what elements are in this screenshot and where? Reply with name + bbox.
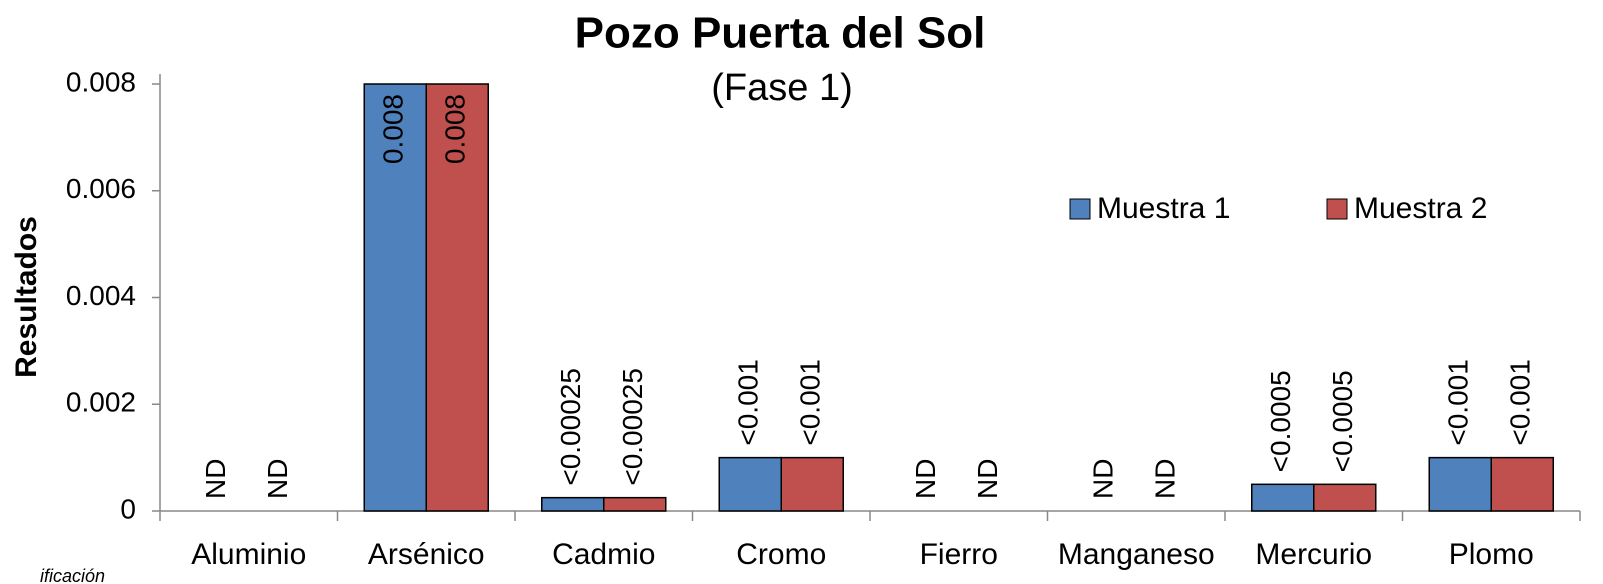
data-label: <0.001 xyxy=(795,359,826,445)
data-label: ND xyxy=(200,459,231,499)
data-label: ND xyxy=(1150,459,1181,499)
legend-label: Muestra 2 xyxy=(1354,192,1487,225)
bar xyxy=(1313,483,1377,512)
y-axis-label: Resultados xyxy=(10,216,43,378)
y-tick-label: 0.006 xyxy=(66,173,136,204)
bar xyxy=(1490,456,1554,512)
data-label: <0.0005 xyxy=(1327,370,1358,472)
x-tick-label: Cadmio xyxy=(552,538,655,571)
bar xyxy=(780,456,844,512)
y-tick-label: 0.008 xyxy=(66,66,136,97)
data-label: <0.0005 xyxy=(1265,370,1296,472)
y-tick-label: 0 xyxy=(120,493,136,524)
data-label: <0.00025 xyxy=(617,368,648,486)
legend-swatch xyxy=(1069,198,1091,220)
y-tick-label: 0.004 xyxy=(66,280,136,311)
x-tick-label: Arsénico xyxy=(368,538,485,571)
chart-title: Pozo Puerta del Sol xyxy=(575,9,986,58)
x-tick-label: Fierro xyxy=(920,538,998,571)
bar xyxy=(541,496,605,512)
data-label: <0.001 xyxy=(1505,359,1536,445)
y-tick-label: 0.002 xyxy=(66,387,136,418)
data-label: ND xyxy=(1088,459,1119,499)
data-label: <0.001 xyxy=(1443,359,1474,445)
x-tick-label: Aluminio xyxy=(191,538,306,571)
bar xyxy=(1428,456,1492,512)
data-label: ND xyxy=(910,459,941,499)
data-label: <0.001 xyxy=(733,359,764,445)
data-label: <0.00025 xyxy=(555,368,586,486)
legend-label: Muestra 1 xyxy=(1097,192,1230,225)
x-tick-label: Cromo xyxy=(736,538,826,571)
x-tick-label: Mercurio xyxy=(1255,538,1372,571)
chart-subtitle: (Fase 1) xyxy=(711,67,852,109)
data-label: ND xyxy=(972,459,1003,499)
bar xyxy=(1251,483,1315,512)
bar xyxy=(363,83,427,512)
footnote: ificación xyxy=(40,566,105,584)
legend-swatch xyxy=(1326,198,1348,220)
data-label: 0.008 xyxy=(378,94,409,164)
bar xyxy=(718,456,782,512)
bar xyxy=(603,496,667,512)
x-tick-label: Manganeso xyxy=(1058,538,1215,571)
data-label: 0.008 xyxy=(440,94,471,164)
data-label: ND xyxy=(262,459,293,499)
bar xyxy=(425,83,489,512)
x-tick-label: Plomo xyxy=(1449,538,1534,571)
